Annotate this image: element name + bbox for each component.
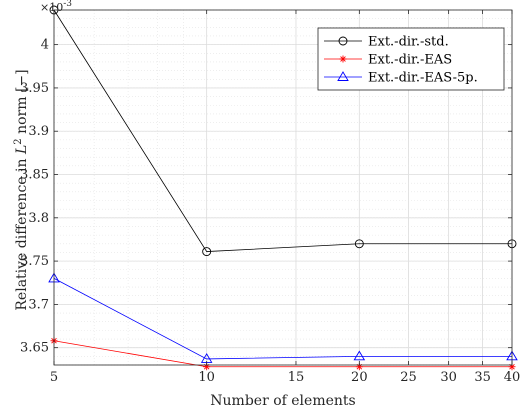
legend-item: Ext.-dir.-std. (324, 35, 449, 50)
marker-triangle (337, 71, 349, 81)
y-tick-label: 4 (41, 38, 49, 53)
marker-circle (202, 247, 212, 257)
marker-circle (338, 36, 348, 46)
y-axis-multiplier: ×10-3 (40, 0, 72, 14)
series-3 (48, 272, 518, 363)
marker-circle (354, 239, 364, 249)
legend-item: Ext.-dir.-EAS (324, 53, 452, 68)
y-tick-label: 3.95 (20, 81, 49, 96)
series-line (53, 278, 512, 360)
legend: Ext.-dir.-std. Ext.-dir.-EAS Ext.-dir.-EAS… (317, 27, 505, 91)
tick-labels: 5 10 15 20 25 30 35 40 3.65 3.7 3.75 3.8 3.85 3.9 3.95… (20, 38, 520, 385)
x-tick-label: 25 (400, 370, 417, 385)
y-tick-label: 3.75 (20, 254, 49, 269)
legend-label: Ext.-dir.-EAS (368, 53, 452, 68)
marker-asterisk (339, 55, 347, 63)
y-tick-label: 3.7 (28, 297, 49, 312)
x-tick-label: 30 (440, 370, 457, 385)
x-tick-label: 10 (198, 370, 215, 385)
axes-frame (53, 9, 513, 366)
y-tick-label: 3.65 (20, 341, 49, 356)
series-line (53, 340, 512, 368)
legend-item: Ext.-dir.-EAS-5p. (324, 71, 478, 86)
x-tick-label: 5 (50, 370, 58, 385)
y-tick-label: 3.8 (28, 211, 49, 226)
x-tick-label: 20 (351, 370, 368, 385)
legend-label: Ext.-dir.-EAS-5p. (368, 71, 478, 86)
x-tick-label: 15 (288, 370, 305, 385)
y-tick-label: 3.85 (20, 168, 49, 183)
series-line (53, 9, 512, 252)
y-axis-label: Relative difference in L2 norm [−] (13, 69, 30, 310)
y-tick-label: 3.9 (28, 124, 49, 139)
x-tick-label: 35 (474, 370, 491, 385)
legend-label: Ext.-dir.-std. (368, 35, 449, 50)
x-tick-label: 40 (504, 370, 521, 385)
x-axis-label: Number of elements (210, 393, 355, 409)
marker-triangle (353, 350, 366, 361)
axes-box (53, 9, 513, 366)
